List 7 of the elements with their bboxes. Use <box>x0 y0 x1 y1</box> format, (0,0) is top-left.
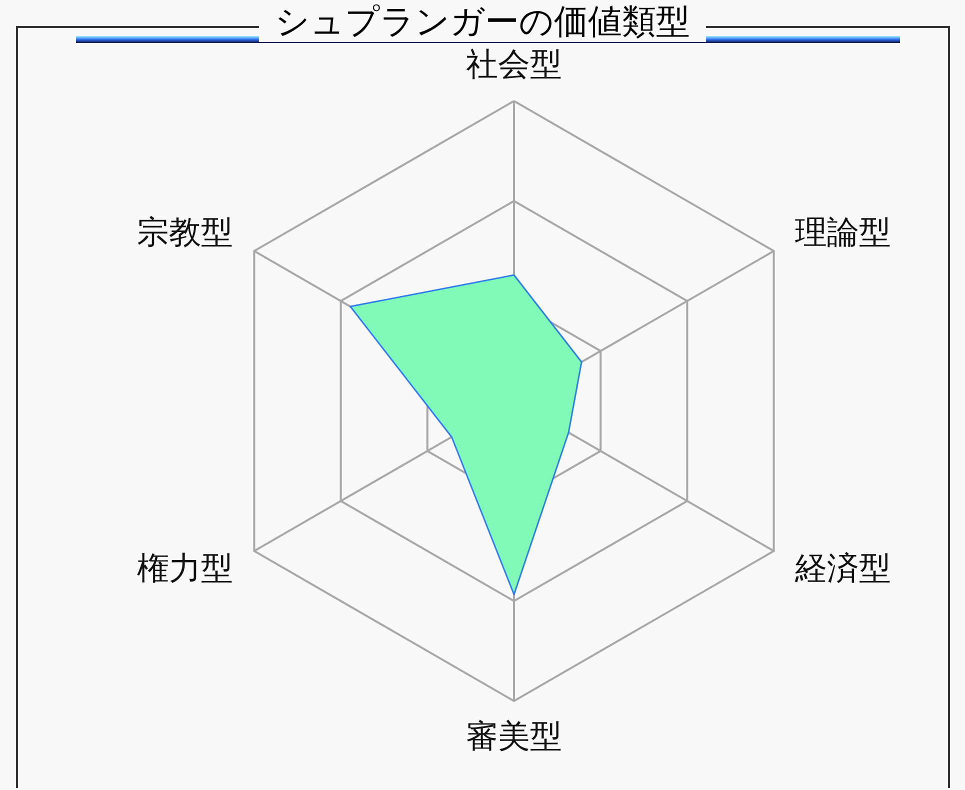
spoke-label: 権力型 <box>137 549 234 587</box>
spoke-label: 宗教型 <box>137 213 234 251</box>
spoke-label: 経済型 <box>794 549 891 587</box>
spoke-label: 理論型 <box>794 213 891 251</box>
spoke-label: 社会型 <box>466 45 562 83</box>
spoke-label: 審美型 <box>466 717 562 755</box>
chart-title: シュプランガーの価値類型 <box>259 2 706 42</box>
